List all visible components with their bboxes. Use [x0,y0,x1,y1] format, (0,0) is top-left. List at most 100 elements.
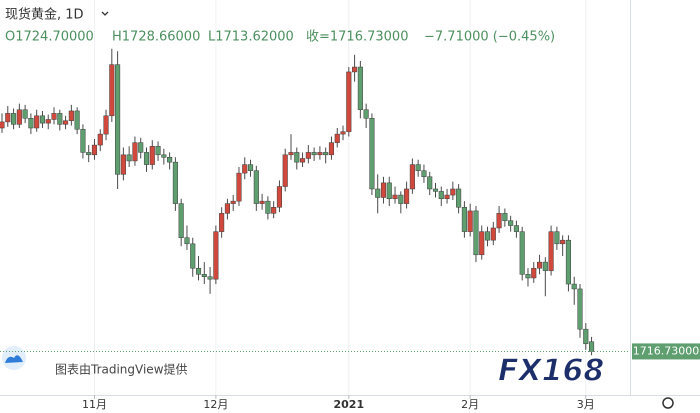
candle-body [311,152,317,156]
candle-body [340,131,346,135]
candle-body [22,109,28,119]
candle-body [126,154,132,162]
candle-body [392,194,398,199]
candle-body [86,152,92,156]
candle-body [265,200,271,214]
dropdown-icon[interactable] [101,11,109,16]
candle-body [317,152,323,156]
candle-body [68,110,74,121]
candle-body [161,154,167,158]
candle-body [404,188,410,204]
candle-body [172,161,178,204]
candle-body [103,115,109,135]
candle-body [334,133,340,143]
close-label: 收=1716.73000 [306,30,408,45]
candle-body [167,157,173,163]
candle-body [259,200,265,204]
candle-body [190,243,196,269]
candle-body [328,142,335,156]
candle-body [461,207,467,232]
candle-body [369,118,375,190]
candle-body [138,142,144,153]
settings-icon[interactable] [662,397,674,409]
logo-cloud [5,355,23,363]
candle-body [155,146,161,156]
candle-body [236,172,242,202]
candle-body [467,210,473,232]
candle-body [415,164,421,171]
candle-body [386,182,392,199]
candle-body [432,188,439,192]
candle-body [583,328,589,345]
candle-body [363,109,369,119]
candle-body [271,207,277,214]
candle-body [74,110,80,130]
x-tick-label: 11月 [82,398,107,411]
candle-body [288,152,294,156]
candle-body [63,120,69,125]
candle-body [513,225,519,232]
tradingview-logo[interactable] [2,346,26,370]
gear [662,397,674,409]
candle-body [305,152,311,159]
change-label: −7.71000 (−0.45%) [424,30,555,45]
candle-body [542,261,548,271]
candle-body [195,267,202,275]
candle-body [45,119,51,124]
candle-body [0,121,5,129]
candle-body [375,188,381,198]
candle-body [357,66,363,110]
candle-body [201,274,207,277]
candle-body [473,210,479,256]
x-tick-label: 3月 [577,398,595,411]
candle-body [39,115,46,124]
candle-body [565,239,571,285]
candle-body [536,261,543,269]
candle-body [554,231,560,245]
candle-body [398,194,404,204]
candle-body [300,158,306,163]
candle-body [571,283,577,290]
candle-body [115,64,121,175]
candle-body [242,164,248,174]
candle-body [132,142,138,162]
candle-body [34,115,40,129]
candle-body [253,170,259,204]
candle-body [450,188,456,196]
candle-body [525,274,531,279]
candle-body [490,227,496,241]
candle-body [230,200,236,204]
candle-body [560,239,566,245]
watermark: 图表由TradingView提供 [55,362,188,377]
last-price-label: 1716.73000 [633,344,699,357]
candle-body [97,133,103,146]
candle-body [484,231,491,241]
candles [0,48,595,356]
candle-body [589,341,595,352]
candle-body [80,128,86,153]
candle-body [11,113,17,125]
fx168-logo: FX168 [498,354,604,389]
candle-body [276,186,282,208]
candle-body [120,154,126,175]
low-label: L1713.62000 [208,30,294,45]
candle-body [323,152,329,156]
candle-body [28,118,34,129]
candle-body [409,164,415,190]
candle-body [531,267,537,279]
candle-body [496,213,502,229]
candle-body [16,109,22,125]
candle-body [502,213,508,221]
candle-body [548,231,554,271]
x-tick-label: 12月 [203,398,228,411]
open-label: O1724.70000 [5,30,94,45]
candle-body [109,64,115,117]
candle-body [51,113,57,120]
x-tick-label: 2021 [333,398,364,411]
candle-body [352,66,358,73]
candle-body [143,152,150,165]
candle-body [207,276,213,280]
candle-body [91,144,98,156]
candle-body [178,203,184,238]
